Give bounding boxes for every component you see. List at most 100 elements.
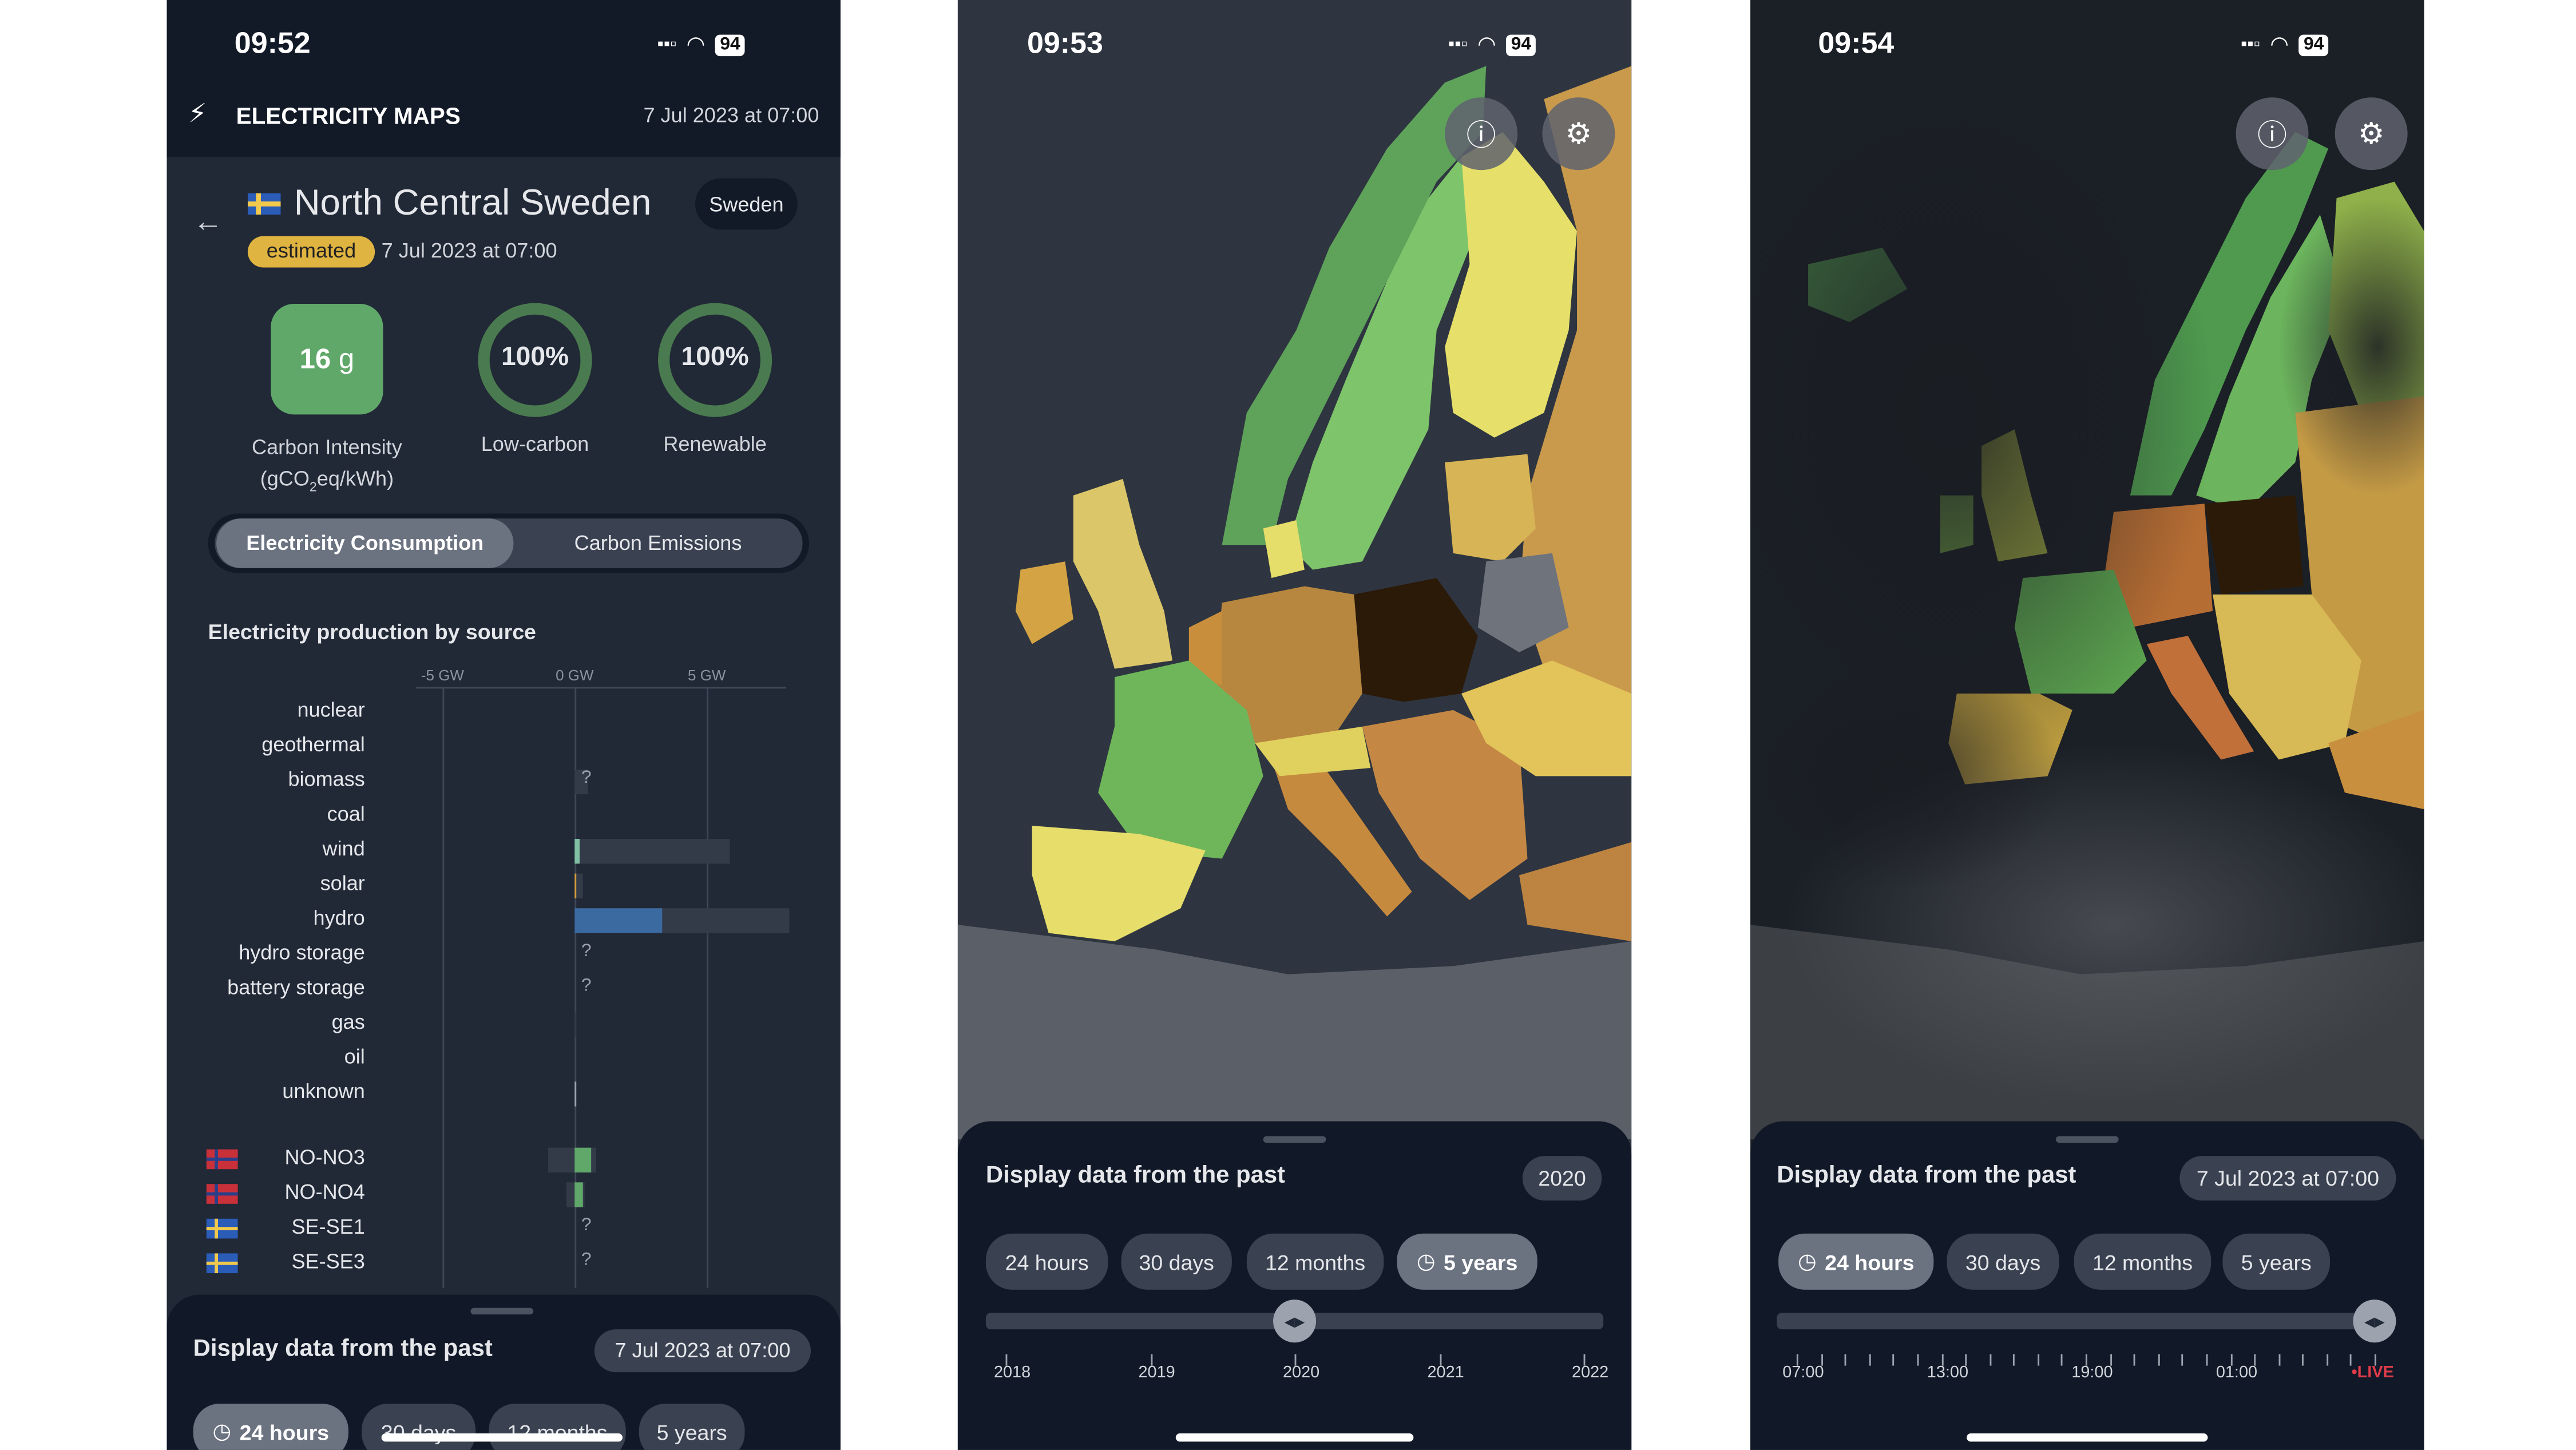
selected-datetime-pill[interactable]: 7 Jul 2023 at 07:00 — [594, 1329, 811, 1373]
info-icon: ⓘ — [2257, 118, 2287, 152]
range-30-days[interactable]: 30 days — [362, 1404, 476, 1450]
range-5-years[interactable]: 5 years — [639, 1404, 745, 1450]
map-poland — [2204, 495, 2304, 595]
range-24-hours[interactable]: ◷ 24 hours — [193, 1404, 348, 1450]
status-time: 09:52 — [234, 26, 311, 60]
chart-gridline — [442, 687, 445, 1289]
slider-tick-label: 2018 — [993, 1364, 1031, 1382]
europe-map[interactable] — [957, 0, 1632, 1140]
zone-title: North Central Sweden — [294, 181, 652, 223]
signal-icon: ▪▪▫ — [1448, 34, 1468, 55]
map-spain — [1032, 825, 1206, 941]
zone-details-screen: 09:52 ▪▪▫ ◠ 94 ⚡ ELECTRICITY MAPS 7 Jul … — [167, 0, 841, 1450]
selected-datetime-pill[interactable]: 2020 — [1522, 1156, 1602, 1201]
live-label: LIVE — [2357, 1364, 2394, 1382]
sheet-handle[interactable] — [470, 1308, 534, 1315]
x-tick-label: -5 GW — [421, 667, 464, 684]
home-indicator[interactable] — [381, 1433, 623, 1442]
slider-tick — [1294, 1354, 1297, 1366]
settings-button[interactable]: ⚙ — [2335, 97, 2408, 171]
sheet-handle[interactable] — [1263, 1136, 1326, 1143]
production-chart: -5 GW 0 GW 5 GW nuclear geothermal biomass? co… — [167, 0, 840, 1305]
range-24-hours[interactable]: ◷ 24 hours — [1778, 1233, 1934, 1290]
renewable-value: 100% — [681, 343, 749, 372]
unit-part: eq/kWh) — [316, 467, 394, 491]
estimated-badge: estimated — [247, 236, 375, 268]
map-baltics — [1445, 454, 1536, 562]
time-slider-thumb[interactable]: ◀▶ — [2353, 1300, 2396, 1343]
slider-tick — [2037, 1354, 2039, 1366]
slider-tick-label: 2019 — [1138, 1364, 1175, 1382]
range-12-months[interactable]: 12 months — [2074, 1233, 2212, 1290]
carbon-intensity-value: 16 — [299, 342, 331, 374]
carbon-intensity-unit: g — [338, 342, 355, 374]
time-controller-sheet: Display data from the past 7 Jul 2023 at… — [167, 1294, 841, 1450]
live-indicator[interactable]: •LIVE — [2351, 1364, 2394, 1382]
unknown-marker: ? — [581, 976, 592, 996]
time-slider-track[interactable] — [1777, 1313, 2395, 1330]
slider-tick-label: 13:00 — [1927, 1364, 1969, 1382]
range-12-months[interactable]: 12 months — [489, 1404, 626, 1450]
range-30-days[interactable]: 30 days — [1121, 1233, 1232, 1290]
back-arrow-icon[interactable]: ← — [193, 204, 223, 238]
unknown-marker: ? — [581, 1215, 592, 1235]
toggle-electricity-consumption[interactable]: Electricity Consumption — [216, 518, 514, 568]
sheet-handle[interactable] — [2055, 1136, 2119, 1143]
selected-datetime-pill[interactable]: 7 Jul 2023 at 07:00 — [2179, 1156, 2396, 1201]
range-5-years[interactable]: ◷ 5 years — [1397, 1233, 1537, 1290]
range-label: 24 hours — [239, 1419, 330, 1444]
source-label: battery storage — [227, 976, 365, 999]
time-sheet-title: Display data from the past — [193, 1336, 493, 1362]
slider-tick — [2254, 1354, 2256, 1366]
value-bar — [574, 1147, 591, 1172]
map-ireland — [1015, 561, 1073, 644]
range-12-months[interactable]: 12 months — [1246, 1233, 1384, 1290]
europe-map[interactable] — [1750, 0, 2424, 1140]
map-turkey — [2328, 710, 2424, 810]
time-slider-thumb[interactable]: ◀▶ — [1273, 1300, 1317, 1343]
signal-icon: ▪▪▫ — [657, 34, 677, 55]
slider-tick — [2134, 1354, 2135, 1366]
wifi-icon: ◠ — [686, 31, 706, 57]
country-pill[interactable]: Sweden — [695, 178, 798, 230]
range-5-years[interactable]: 5 years — [2222, 1233, 2331, 1290]
clock-icon: ◷ — [1797, 1248, 1817, 1274]
source-label: geothermal — [261, 733, 365, 756]
low-carbon-label: Low-carbon — [481, 433, 589, 456]
unit-part: (gCO — [260, 467, 310, 491]
battery-icon: 94 — [715, 34, 746, 56]
value-bar — [574, 1182, 583, 1207]
range-30-days[interactable]: 30 days — [1947, 1233, 2059, 1290]
source-label: unknown — [282, 1080, 365, 1103]
low-carbon-value: 100% — [501, 343, 569, 372]
unit-subscript: 2 — [309, 480, 317, 495]
map-benelux — [1188, 611, 1222, 686]
map-italy — [1271, 751, 1412, 917]
range-24-hours[interactable]: 24 hours — [985, 1233, 1108, 1290]
map-ukraine — [1461, 660, 1632, 776]
source-label: oil — [344, 1045, 365, 1069]
map-turkey — [1519, 842, 1632, 941]
settings-button[interactable]: ⚙ — [1542, 97, 1615, 171]
slider-tick — [2374, 1354, 2376, 1366]
time-controller-sheet: Display data from the past 7 Jul 2023 at… — [1750, 1121, 2424, 1450]
info-button[interactable]: ⓘ — [2236, 97, 2309, 171]
capacity-bar — [574, 873, 583, 898]
norway-flag-icon — [206, 1184, 238, 1204]
slider-tick — [1150, 1354, 1152, 1366]
slider-tick-label: 07:00 — [1782, 1364, 1824, 1382]
map-norway — [1222, 66, 1487, 545]
app-title: ELECTRICITY MAPS — [236, 102, 461, 129]
time-controller-sheet: Display data from the past 2020 24 hours… — [957, 1121, 1632, 1450]
slider-tick — [1893, 1354, 1895, 1366]
slider-tick — [2350, 1354, 2352, 1366]
home-indicator[interactable] — [1967, 1433, 2208, 1442]
source-label: gas — [331, 1011, 365, 1034]
info-button[interactable]: ⓘ — [1445, 97, 1518, 171]
map-germany — [1214, 586, 1362, 743]
home-indicator[interactable] — [1175, 1433, 1414, 1442]
map-france — [1098, 660, 1263, 859]
toggle-carbon-emissions[interactable]: Carbon Emissions — [574, 532, 742, 555]
slider-tick — [1917, 1354, 1919, 1366]
value-bar — [574, 839, 580, 864]
